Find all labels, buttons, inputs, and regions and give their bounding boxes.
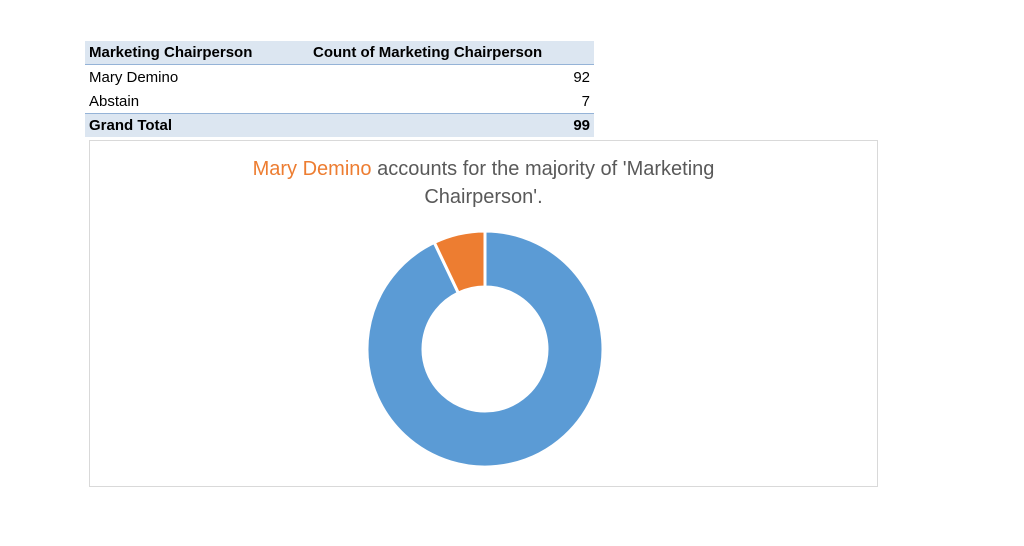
chart-title-highlight: Mary Demino	[252, 158, 372, 180]
donut-slice-mary-demino[interactable]	[365, 229, 605, 469]
chart-title: Mary Demino accounts for the majority of…	[90, 155, 877, 211]
donut-chart	[365, 229, 605, 469]
table-header-row: Marketing Chairperson Count of Marketing…	[85, 41, 594, 65]
row-label: Mary Demino	[89, 68, 179, 86]
chart-title-line-2: Chairperson'.	[424, 186, 543, 208]
table-row[interactable]: Abstain 7	[85, 89, 594, 113]
table-row[interactable]: Mary Demino 92	[85, 65, 594, 89]
pivot-table: Marketing Chairperson Count of Marketing…	[85, 41, 594, 137]
grand-total-label: Grand Total	[89, 117, 173, 134]
row-value: 92	[573, 68, 590, 86]
column-header-count[interactable]: Count of Marketing Chairperson	[313, 44, 543, 61]
chart-frame[interactable]: Mary Demino accounts for the majority of…	[89, 140, 878, 487]
donut-slice-abstain[interactable]	[432, 229, 487, 296]
grand-total-row[interactable]: Grand Total 99	[85, 113, 594, 137]
chart-title-rest: accounts for the majority of 'Marketing	[371, 158, 715, 180]
column-header-chairperson[interactable]: Marketing Chairperson	[89, 44, 253, 61]
chart-title-line-1: Mary Demino accounts for the majority of…	[90, 155, 877, 183]
row-value: 7	[581, 92, 590, 110]
row-label: Abstain	[89, 92, 140, 110]
grand-total-value: 99	[573, 117, 590, 134]
